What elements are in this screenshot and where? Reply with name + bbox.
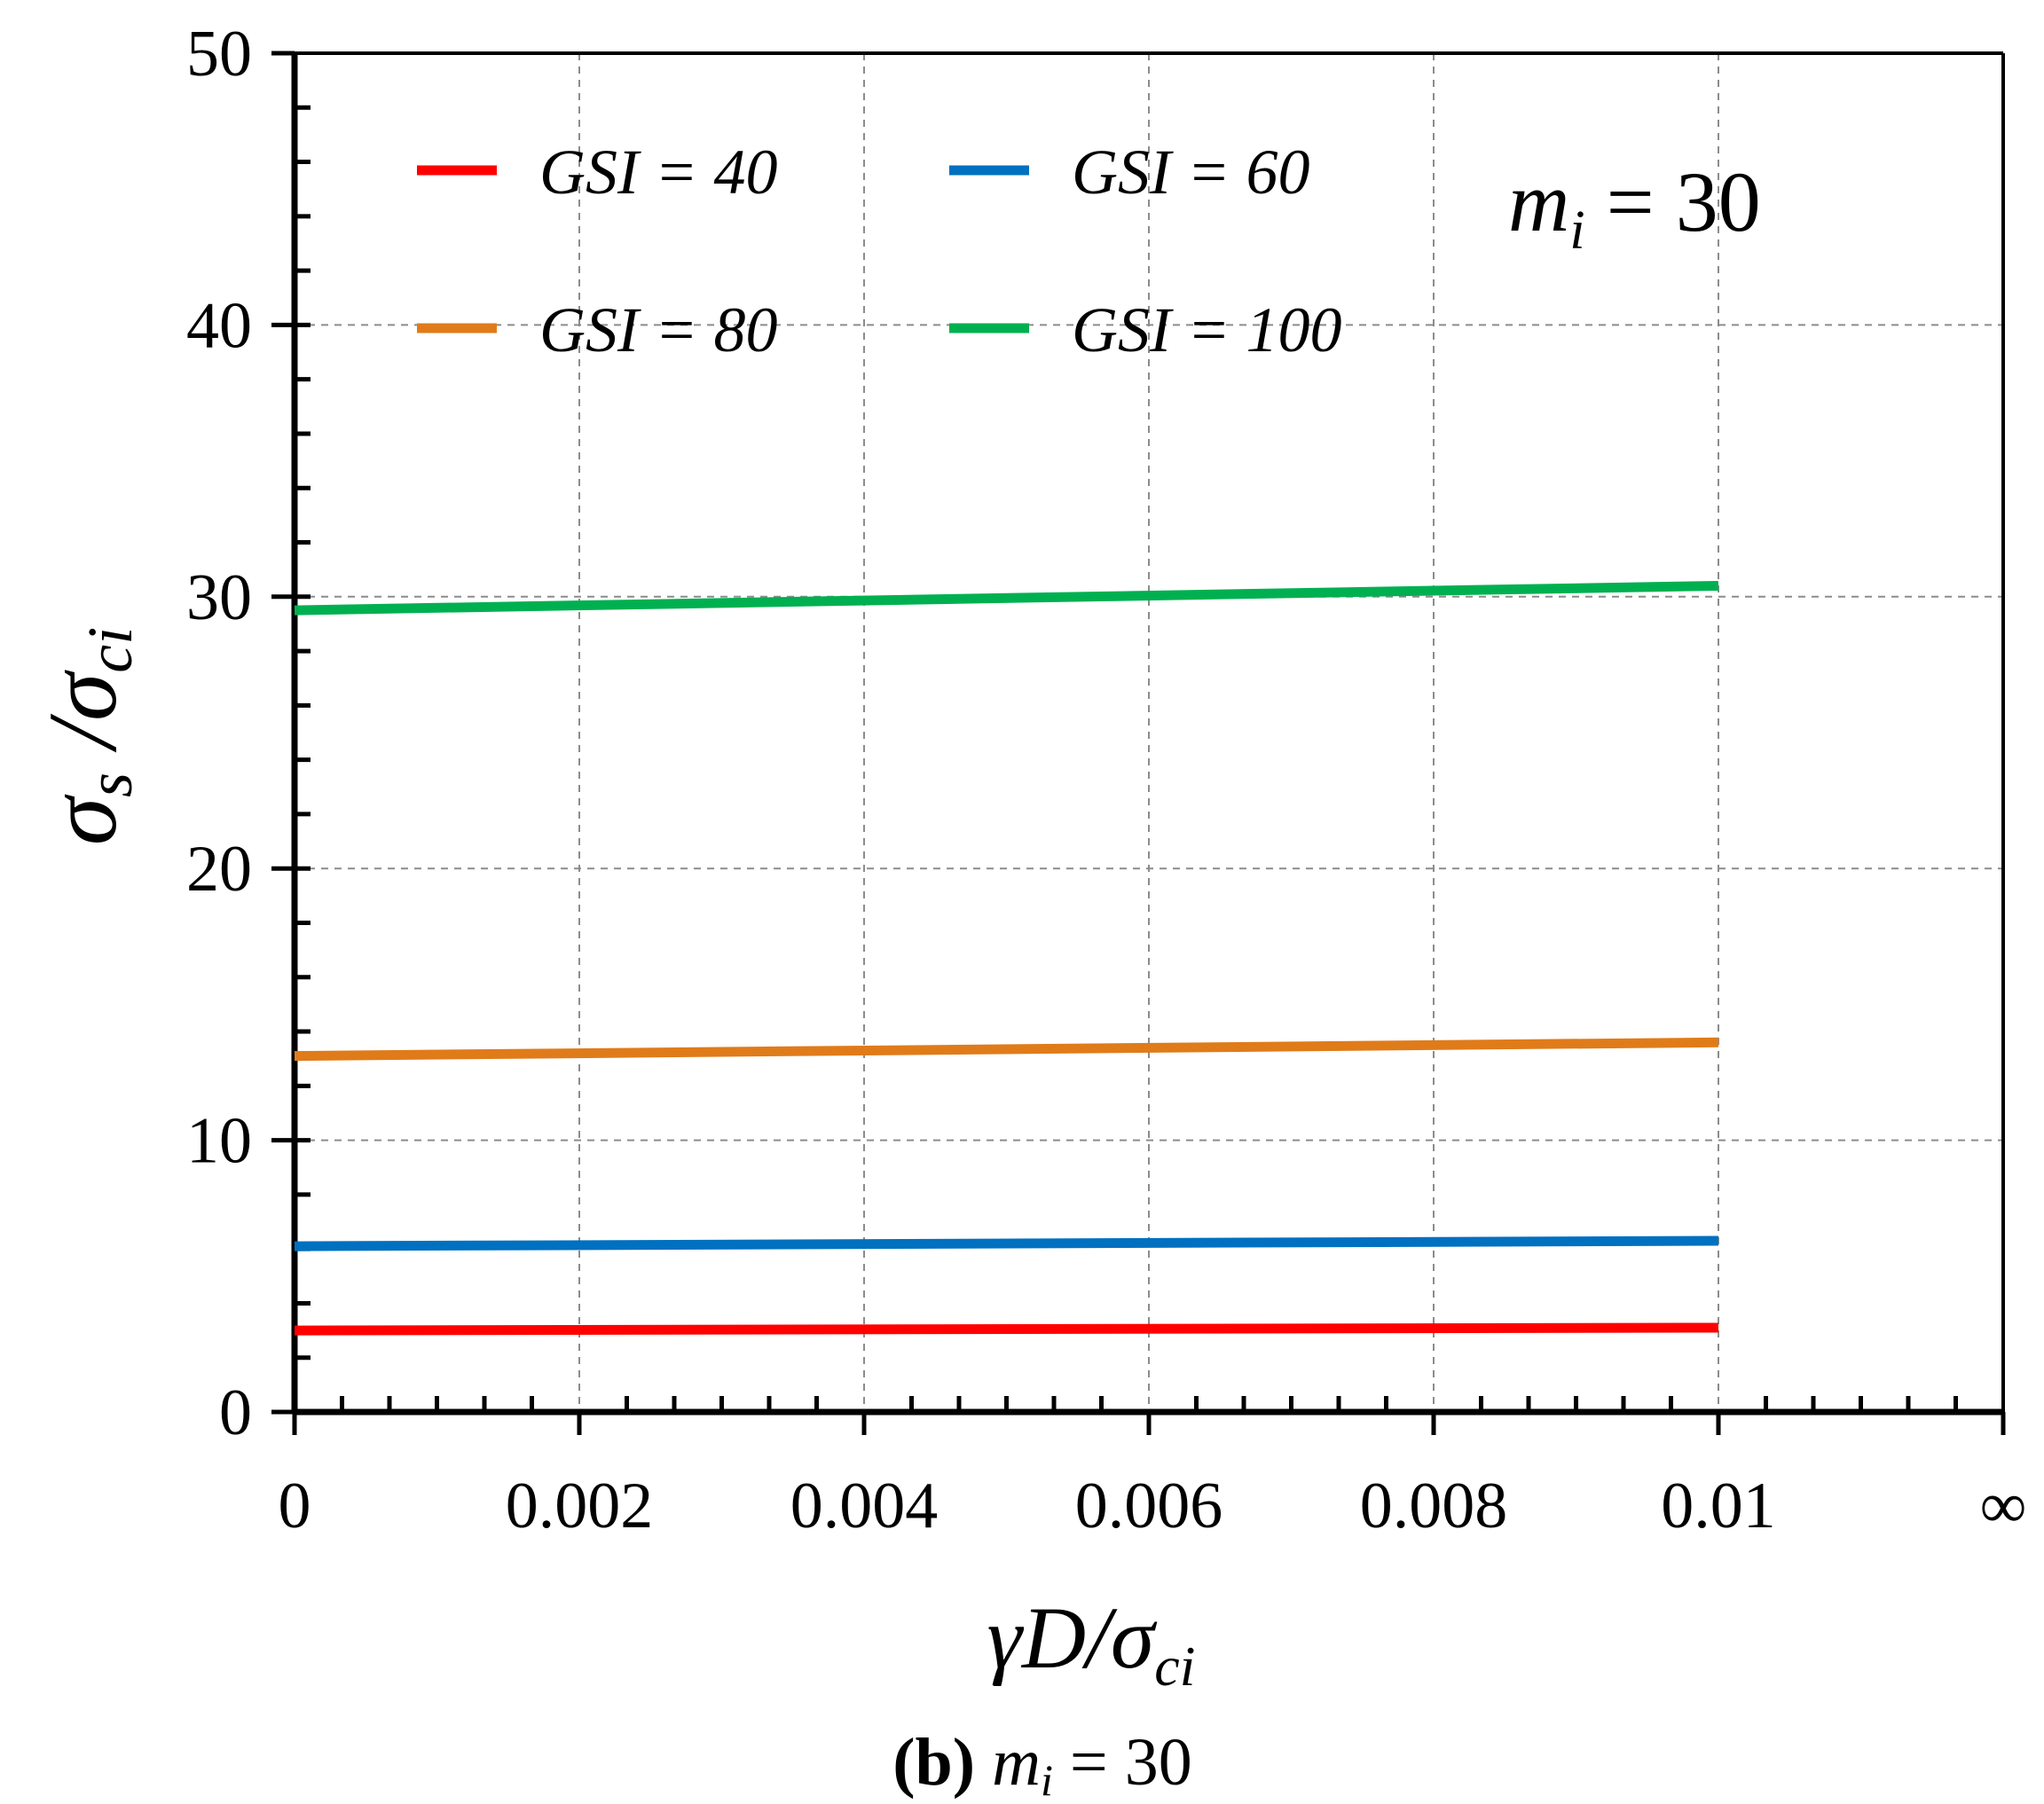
x-tick-label-1: 0.002 bbox=[506, 1470, 654, 1542]
y-tick-label-0: 0 bbox=[219, 1377, 252, 1449]
series-line-4 bbox=[294, 581, 1719, 616]
y-tick-label-5: 50 bbox=[186, 18, 252, 90]
legend-label-4: GSI = 100 bbox=[1072, 294, 1342, 365]
y-axis-title: σs /σci bbox=[28, 627, 145, 846]
x-tick-label-0: 0 bbox=[279, 1470, 311, 1542]
series-line-3 bbox=[294, 1037, 1719, 1062]
legend-label-3: GSI = 80 bbox=[539, 294, 778, 365]
x-tick-label-5: 0.01 bbox=[1661, 1470, 1776, 1542]
y-tick-label-4: 40 bbox=[186, 289, 252, 362]
mi-annotation: mi = 30 bbox=[1508, 154, 1761, 261]
grid-lines bbox=[295, 53, 2003, 1412]
data-series bbox=[294, 581, 1719, 1336]
tick-labels: 0 10 20 30 40 50 0 0.002 0.004 0.006 0.008 0.01 ∞ bbox=[186, 18, 2026, 1542]
legend: GSI = 40 GSI = 60 GSI = 80 GSI = 100 bbox=[417, 137, 1342, 365]
legend-label-2: GSI = 60 bbox=[1072, 137, 1310, 208]
series-line-2 bbox=[294, 1235, 1719, 1251]
x-tick-label-3: 0.006 bbox=[1075, 1470, 1223, 1542]
y-tick-label-3: 30 bbox=[186, 561, 252, 634]
x-tick-label-2: 0.004 bbox=[790, 1470, 939, 1542]
legend-label-1: GSI = 40 bbox=[539, 137, 778, 208]
y-tick-label-2: 20 bbox=[186, 833, 252, 906]
x-axis-title: γD/σci bbox=[987, 1588, 1196, 1698]
y-tick-label-1: 10 bbox=[186, 1105, 252, 1178]
x-tick-label-6: ∞ bbox=[1980, 1470, 2027, 1542]
axes bbox=[271, 51, 2006, 1435]
series-line-1 bbox=[294, 1322, 1719, 1336]
figure-caption: (b) mi = 30 bbox=[892, 1725, 1192, 1804]
x-tick-label-4: 0.008 bbox=[1360, 1470, 1508, 1542]
